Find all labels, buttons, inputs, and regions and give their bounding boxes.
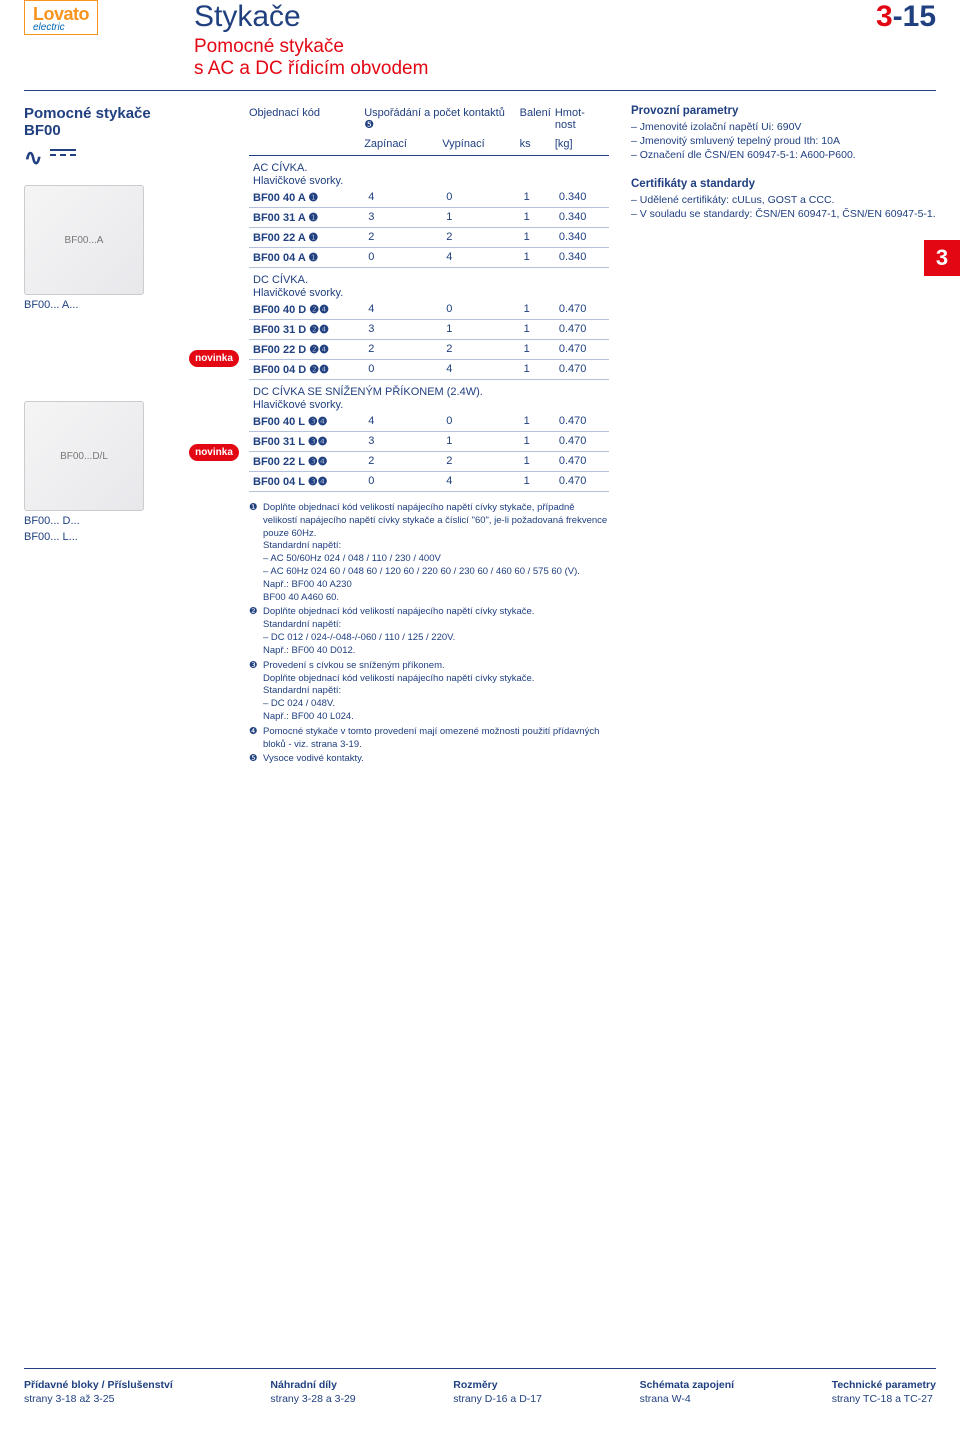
footer-box: Přídavné bloky / Příslušenstvístrany 3-1…	[24, 1379, 173, 1406]
side-tab: 3	[924, 240, 960, 276]
footer: Přídavné bloky / Příslušenstvístrany 3-1…	[24, 1368, 936, 1406]
cert-item: Udělené certifikáty: cULus, GOST a CCC.	[631, 193, 936, 207]
caption-a: BF00... A...	[24, 299, 179, 311]
section-label: DC CÍVKA SE SNÍŽENÝM PŘÍKONEM (2.4W).	[249, 379, 609, 399]
spec-table: Objednací kód Uspořádání a počet kontakt…	[249, 105, 609, 492]
table-row: BF00 31 D ❷❹3110.470	[249, 319, 609, 339]
page-subtitle-2: s AC a DC řídicím obvodem	[194, 58, 866, 80]
product-image-a: BF00...A	[24, 185, 144, 295]
section-sub: Hlavičkové svorky.	[249, 175, 609, 188]
footer-box: Rozměrystrany D-16 a D-17	[453, 1379, 542, 1406]
params-title: Provozní parametry	[631, 105, 936, 117]
ac-dc-icons: ∿	[24, 145, 179, 171]
caption-d: BF00... D...	[24, 515, 179, 527]
cert-title: Certifikáty a standardy	[631, 178, 936, 190]
param-item: Označení dle ČSN/EN 60947-5-1: A600-P600…	[631, 148, 936, 162]
section-sub: Hlavičkové svorky.	[249, 399, 609, 412]
th-code: Objednací kód	[249, 105, 364, 136]
table-row: BF00 22 L ❸❹2210.470	[249, 451, 609, 471]
dc-lines-icon	[50, 145, 76, 159]
table-row: BF00 22 D ❷❹2210.470	[249, 339, 609, 359]
param-item: Jmenovité izolační napětí Ui: 690V	[631, 120, 936, 134]
left-section-title: Pomocné stykače BF00	[24, 105, 179, 140]
table-row: BF00 40 D ❷❹4010.470	[249, 300, 609, 320]
table-row: BF00 40 L ❸❹4010.470	[249, 412, 609, 432]
footnote-item: ❺Vysoce vodivé kontakty.	[249, 753, 609, 766]
ac-wave-icon: ∿	[24, 145, 42, 171]
th-contacts: Uspořádání a počet kontaktů ❺	[364, 105, 519, 136]
section-sub: Hlavičkové svorky.	[249, 287, 609, 300]
th-zap: Zapínací	[364, 136, 442, 156]
footer-box: Schémata zapojenístrana W-4	[640, 1379, 735, 1406]
logo: Lovato electric	[24, 0, 174, 35]
th-pack: Balení	[520, 105, 555, 136]
page-title: Stykače	[194, 0, 866, 34]
table-row: BF00 04 D ❷❹0410.470	[249, 359, 609, 379]
caption-l: BF00... L...	[24, 531, 179, 543]
table-row: BF00 04 A ❶0410.340	[249, 247, 609, 267]
table-row: BF00 31 L ❸❹3110.470	[249, 431, 609, 451]
table-row: BF00 40 A ❶4010.340	[249, 188, 609, 208]
footnotes: ❶Doplňte objednací kód velikostí napájec…	[249, 502, 609, 766]
footnote-item: ❷Doplňte objednací kód velikostí napájec…	[249, 606, 609, 657]
footnote-item: ❸Provedení s cívkou se sníženým příkonem…	[249, 660, 609, 724]
page-number: 3-15	[866, 0, 936, 34]
params-list: Jmenovité izolační napětí Ui: 690VJmenov…	[631, 120, 936, 163]
footer-box: Technické parametrystrany TC-18 a TC-27	[832, 1379, 936, 1406]
th-kg: [kg]	[555, 136, 609, 156]
footer-box: Náhradní dílystrany 3-28 a 3-29	[270, 1379, 355, 1406]
param-item: Jmenovitý smluvený tepelný proud Ith: 10…	[631, 134, 936, 148]
th-vyp: Vypínací	[442, 136, 519, 156]
footnote-item: ❶Doplňte objednací kód velikostí napájec…	[249, 502, 609, 605]
novinka-badge-2: novinka	[189, 444, 239, 461]
page-subtitle-1: Pomocné stykače	[194, 36, 866, 58]
footnote-item: ❹Pomocné stykače v tomto provedení mají …	[249, 726, 609, 752]
section-label: DC CÍVKA.	[249, 267, 609, 287]
th-ks: ks	[520, 136, 555, 156]
novinka-badge-1: novinka	[189, 350, 239, 367]
th-weight: Hmot-nost	[555, 105, 609, 136]
section-label: AC CÍVKA.	[249, 155, 609, 175]
divider	[24, 90, 936, 91]
cert-item: V souladu se standardy: ČSN/EN 60947-1, …	[631, 207, 936, 221]
cert-list: Udělené certifikáty: cULus, GOST a CCC.V…	[631, 193, 936, 221]
table-row: BF00 31 A ❶3110.340	[249, 207, 609, 227]
table-row: BF00 22 A ❶2210.340	[249, 227, 609, 247]
product-image-d: BF00...D/L	[24, 401, 144, 511]
table-row: BF00 04 L ❸❹0410.470	[249, 471, 609, 491]
